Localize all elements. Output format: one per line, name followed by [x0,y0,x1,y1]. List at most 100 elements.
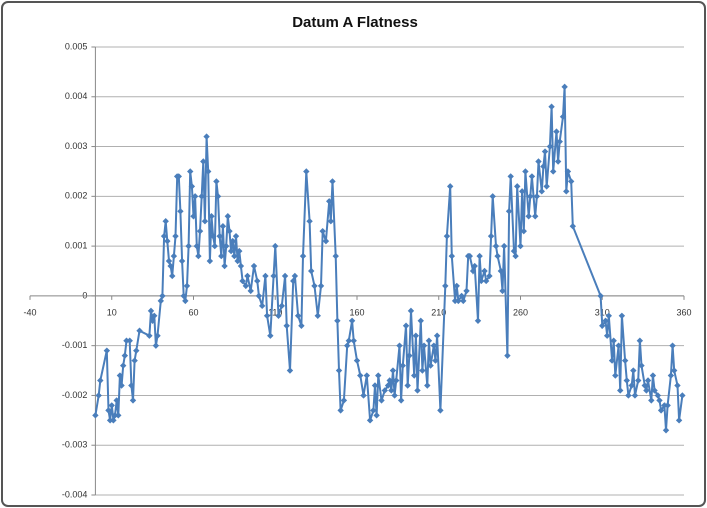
data-point [147,307,155,315]
data-point [649,372,657,379]
data-point [455,297,462,305]
data-point [242,282,250,290]
data-point [226,227,233,235]
x-tick-label: -40 [23,307,36,317]
data-point [177,208,184,215]
data-point [641,382,648,389]
data-point [396,342,403,349]
data-point [208,213,215,220]
data-point [667,372,675,379]
data-point [442,282,449,290]
x-tick-label: 210 [431,307,446,317]
data-point [250,262,258,270]
data-point [201,218,209,225]
data-point [200,158,207,165]
y-tick-label: 0.003 [65,141,88,151]
data-point [172,232,179,240]
data-point [670,367,678,374]
data-point [131,357,138,364]
data-point [656,397,663,404]
data-point [335,367,343,374]
data-point [453,282,460,290]
data-point [528,173,536,180]
data-point [234,257,241,265]
data-point [237,262,245,270]
data-point [471,262,478,270]
data-point [214,193,222,200]
data-point [229,237,236,245]
data-point [597,292,604,300]
y-tick-label: -0.001 [62,340,88,350]
data-point [460,297,467,305]
data-point [412,332,420,339]
data-point [533,193,541,200]
data-point [332,252,339,260]
data-point [550,168,557,175]
data-point [211,242,218,250]
data-point [311,282,318,290]
data-point [119,362,127,369]
data-point [164,237,171,245]
data-point [231,252,238,260]
data-point [430,342,438,349]
data-point [187,168,194,175]
data-point [216,232,223,240]
data-point [263,312,271,319]
data-point [605,312,612,319]
data-point [541,148,549,155]
data-point [505,208,513,215]
data-point [432,357,439,364]
data-point [262,272,269,280]
data-point [507,173,514,180]
data-point [630,367,637,374]
data-point [350,337,357,344]
chart-title: Datum A Flatness [292,14,418,31]
data-point [244,272,251,280]
data-point [106,417,114,424]
y-tick-label: 0.004 [65,91,88,101]
data-point [437,407,444,414]
data-point [111,412,119,419]
data-point [185,242,192,250]
data-point [535,158,542,165]
data-point [353,357,361,364]
data-point [559,113,567,120]
data-point [674,382,681,389]
data-point [118,382,125,389]
data-point [532,213,539,220]
data-point [294,312,302,319]
data-point [664,402,671,409]
data-point [128,382,135,389]
data-point [314,312,321,319]
data-point [675,417,683,424]
data-point [270,272,277,280]
data-point [463,287,470,295]
data-point [121,352,129,359]
data-point [487,232,495,240]
data-point [123,337,130,344]
data-point [644,377,652,384]
data-point [489,193,496,200]
data-point [175,173,182,180]
data-point [224,213,232,220]
data-point [466,252,474,260]
data-point [115,412,122,419]
data-point [540,163,547,170]
data-point [275,312,282,319]
data-point [329,178,336,185]
data-point [357,372,364,379]
data-point [306,218,313,225]
data-point [298,322,305,329]
x-tick-label: 10 [107,307,117,317]
data-point [345,337,353,344]
data-point [569,223,577,230]
data-point [391,392,398,399]
data-point [223,242,230,250]
data-point [625,392,632,399]
data-point [661,402,668,409]
data-point [499,287,506,295]
data-point [553,128,560,135]
data-point [326,198,333,205]
data-point [599,322,606,329]
data-point [182,297,189,305]
